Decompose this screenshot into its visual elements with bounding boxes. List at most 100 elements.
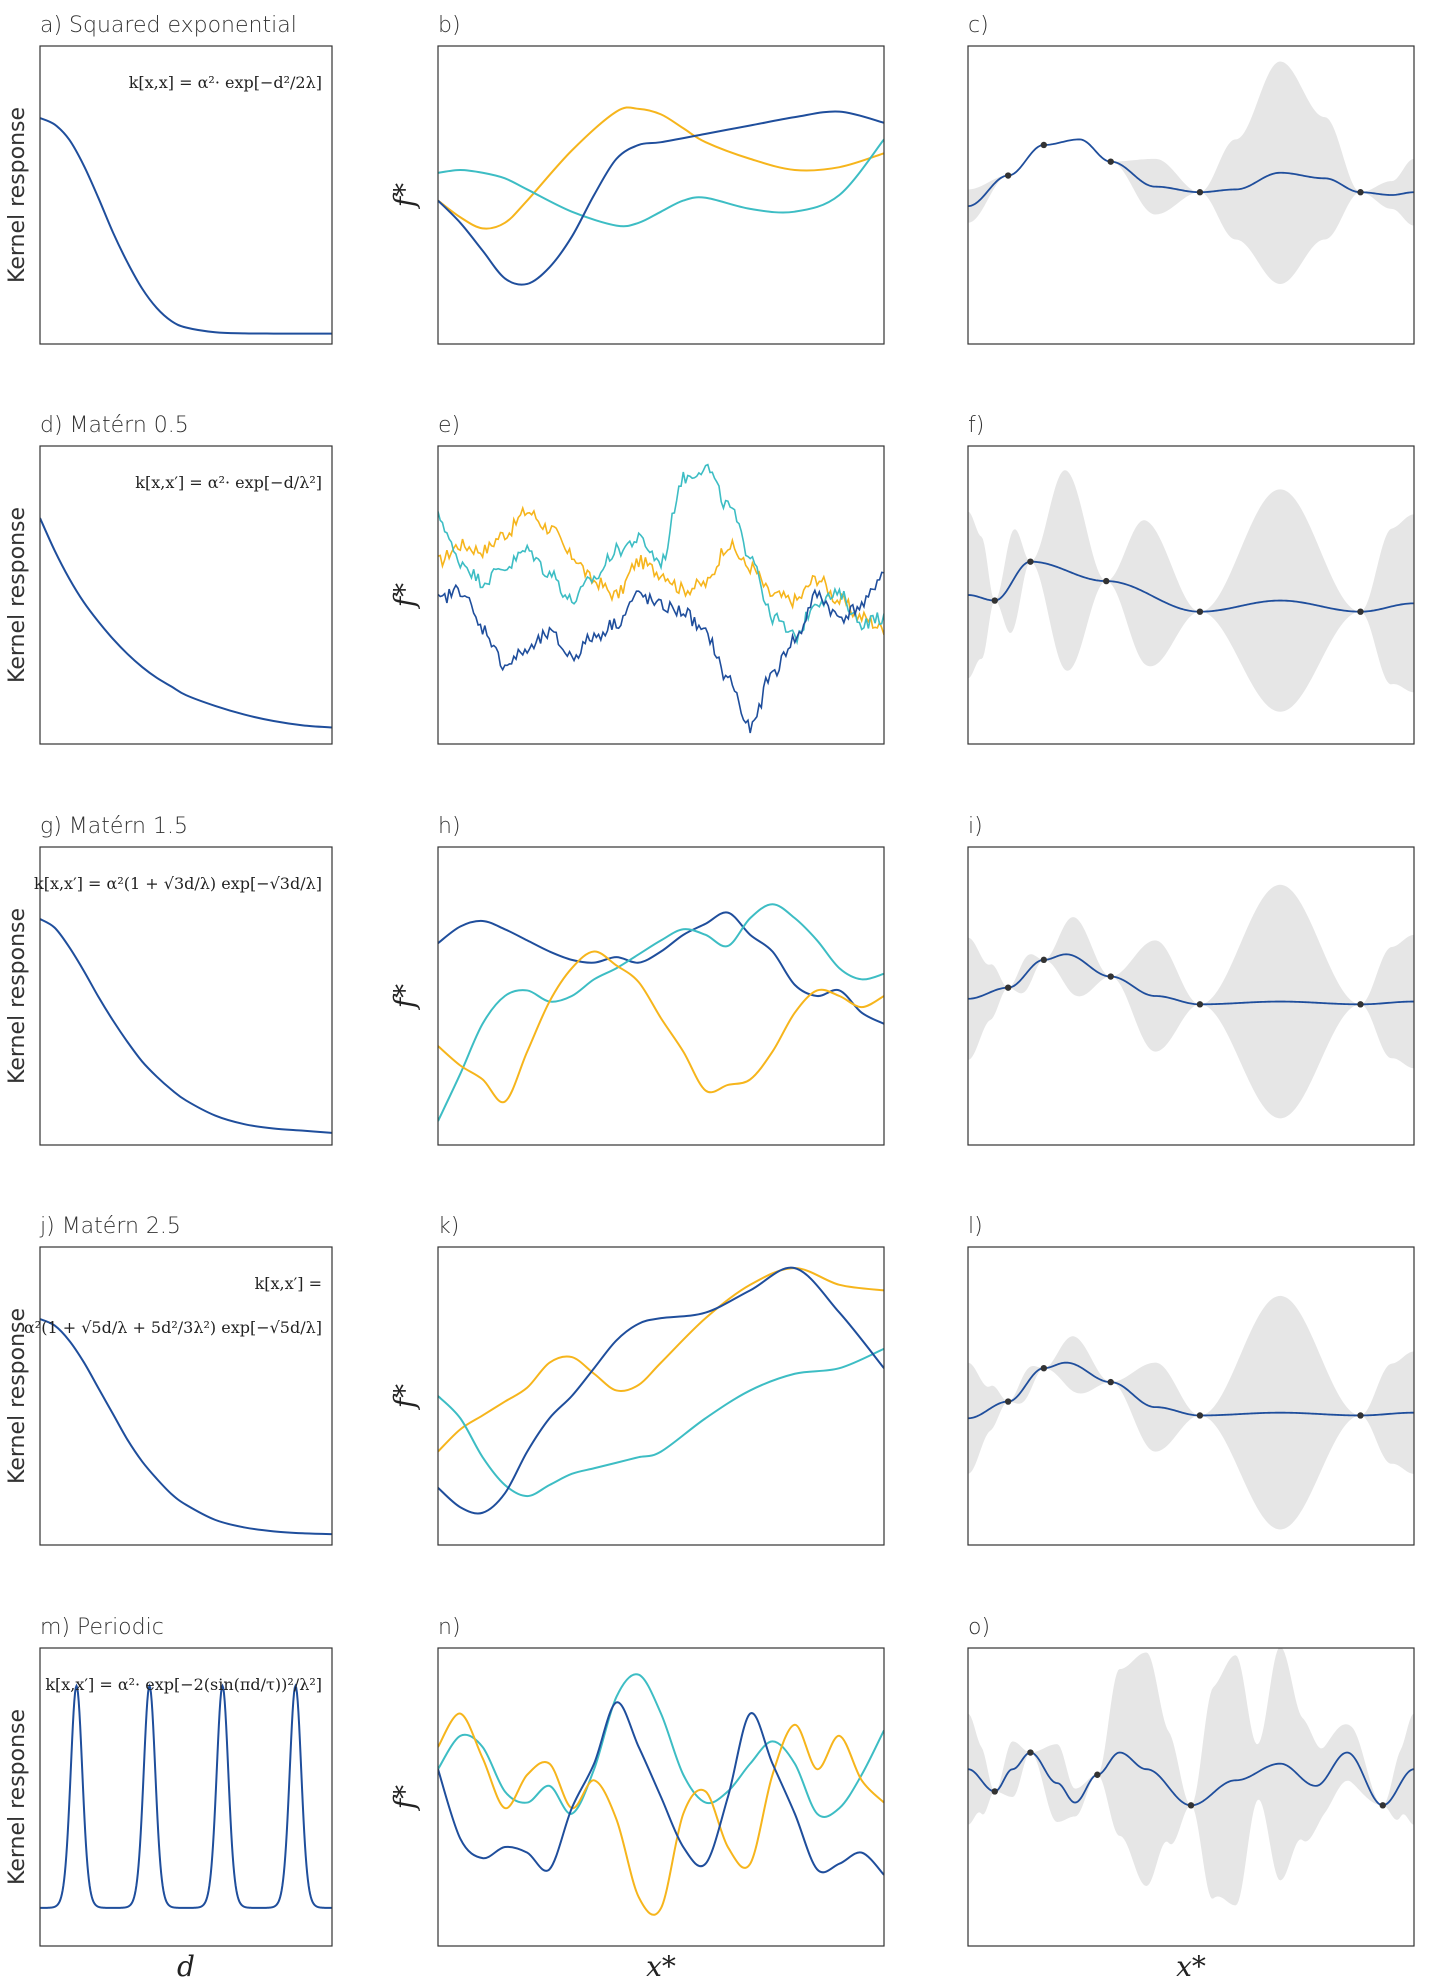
panel-frames bbox=[39, 45, 1415, 1947]
sample-curve-n-2 bbox=[438, 1701, 884, 1876]
panel-title-se-posterior: c) bbox=[968, 13, 989, 38]
panel-title-se-samples: b) bbox=[438, 13, 461, 38]
observation-point-i-2 bbox=[1107, 973, 1114, 980]
panel-title-per-samples: n) bbox=[438, 1615, 461, 1640]
xlabel-xstar-samples: x* bbox=[646, 1950, 676, 1983]
panel-frame-o bbox=[967, 1647, 1415, 1947]
ylabel-f-m25: f* bbox=[388, 1384, 421, 1410]
sample-curve-b-1 bbox=[438, 138, 884, 228]
labels: a) Squared exponential b) c) k[x,x] = α²· e… bbox=[5, 13, 1206, 1983]
panel-frame-d bbox=[39, 445, 333, 745]
ylabel-kernel-m15: Kernel response bbox=[5, 908, 30, 1084]
sample-curve-n-0 bbox=[438, 1673, 884, 1818]
observation-point-o-4 bbox=[1379, 1802, 1386, 1809]
panel-frame-k bbox=[437, 1246, 885, 1546]
ylabel-kernel-m05: Kernel response bbox=[5, 507, 30, 683]
panel-title-m25-kernel: j) Matérn 2.5 bbox=[39, 1214, 181, 1239]
panel-title-m15-samples: h) bbox=[438, 814, 461, 839]
sample-curve-n-1 bbox=[438, 1712, 884, 1916]
curves bbox=[40, 106, 1414, 1916]
observation-point-c-0 bbox=[1004, 172, 1012, 179]
observation-point-o-3 bbox=[1187, 1802, 1195, 1809]
uncertainty-band-f bbox=[968, 470, 1414, 712]
panel-title-m25-samples: k) bbox=[438, 1214, 459, 1239]
panel-title-se-kernel: a) Squared exponential bbox=[40, 13, 297, 38]
uncertainty-band-c bbox=[968, 61, 1414, 284]
observation-point-l-2 bbox=[1107, 1378, 1114, 1386]
panel-frame-b bbox=[437, 45, 885, 345]
panel-frame-c bbox=[967, 45, 1415, 345]
panel-frame-f bbox=[967, 445, 1415, 745]
uncertainty-band-i bbox=[968, 884, 1414, 1119]
observation-point-i-3 bbox=[1196, 1001, 1204, 1008]
kernel-curve-m bbox=[40, 1683, 332, 1909]
panel-title-per-kernel: m) Periodic bbox=[40, 1615, 164, 1640]
observation-point-i-0 bbox=[1004, 984, 1012, 991]
ylabel-f-m05: f* bbox=[388, 583, 421, 609]
ylabel-kernel-per: Kernel response bbox=[5, 1709, 30, 1885]
observation-point-l-3 bbox=[1196, 1412, 1204, 1419]
sample-curve-k-2 bbox=[438, 1266, 884, 1515]
observation-point-c-1 bbox=[1040, 141, 1048, 149]
sample-curve-k-0 bbox=[438, 1267, 884, 1453]
formula-se-0: k[x,x] = α²· exp[−d²/2λ] bbox=[129, 73, 322, 92]
panel-title-m05-posterior: f) bbox=[968, 413, 984, 438]
observation-points bbox=[991, 141, 1386, 1809]
observation-point-i-1 bbox=[1040, 956, 1048, 964]
uncertainty-band-o bbox=[968, 1648, 1414, 1906]
panel-frame-g bbox=[39, 846, 333, 1146]
panel-frame-i bbox=[967, 846, 1415, 1146]
observation-point-f-2 bbox=[1103, 577, 1110, 585]
ylabel-f-per: f* bbox=[388, 1785, 421, 1811]
panel-frame-l bbox=[967, 1246, 1415, 1546]
sample-curve-k-1 bbox=[438, 1347, 884, 1498]
kernel-curve-a bbox=[40, 117, 332, 335]
formula-m25-0: k[x,x′] = bbox=[255, 1274, 322, 1293]
panel-title-m25-posterior: l) bbox=[968, 1214, 983, 1239]
panel-title-m05-kernel: d) Matérn 0.5 bbox=[40, 413, 189, 438]
panel-title-m05-samples: e) bbox=[438, 413, 460, 438]
sample-curve-b-0 bbox=[438, 106, 884, 230]
observation-point-l-4 bbox=[1357, 1412, 1364, 1419]
panel-frame-h bbox=[437, 846, 885, 1146]
observation-point-f-4 bbox=[1357, 608, 1364, 615]
sample-curve-h-2 bbox=[438, 950, 884, 1104]
panel-frame-n bbox=[437, 1647, 885, 1947]
formula-m25-1: α²(1 + √5d/λ + 5d²/3λ²) exp[−√5d/λ] bbox=[24, 1318, 322, 1337]
xlabel-xstar-posterior: x* bbox=[1176, 1950, 1206, 1983]
ylabel-f-se: f* bbox=[388, 183, 421, 209]
observation-point-f-1 bbox=[1027, 558, 1034, 565]
sample-curve-e-0 bbox=[438, 505, 884, 636]
panel-frame-e bbox=[437, 445, 885, 745]
sample-curve-h-1 bbox=[438, 903, 884, 1122]
observation-point-f-3 bbox=[1196, 608, 1204, 615]
kernel-curve-d bbox=[40, 517, 332, 729]
observation-point-o-0 bbox=[991, 1788, 998, 1795]
observation-point-o-2 bbox=[1094, 1771, 1101, 1778]
sample-curve-e-1 bbox=[438, 463, 884, 646]
ylabel-kernel-m25: Kernel response bbox=[5, 1308, 30, 1484]
xlabel-d: d bbox=[177, 1950, 195, 1983]
observation-point-o-1 bbox=[1027, 1749, 1034, 1756]
observation-point-l-1 bbox=[1040, 1365, 1048, 1372]
posterior-bands bbox=[968, 61, 1414, 1906]
formula-per-0: k[x,x′] = α²· exp[−2(sin(πd/τ))²/λ²] bbox=[45, 1675, 322, 1694]
posterior-mean-f bbox=[968, 560, 1414, 613]
observation-point-i-4 bbox=[1357, 1001, 1364, 1008]
panel-frame-m bbox=[39, 1647, 333, 1947]
sample-curve-b-2 bbox=[438, 110, 884, 286]
sample-curve-h-0 bbox=[438, 911, 884, 1025]
observation-point-c-3 bbox=[1196, 189, 1204, 196]
panel-title-per-posterior: o) bbox=[968, 1615, 990, 1640]
observation-point-l-0 bbox=[1004, 1398, 1012, 1405]
formula-m05-0: k[x,x′] = α²· exp[−d/λ²] bbox=[135, 473, 322, 492]
kernel-curve-g bbox=[40, 918, 332, 1134]
observation-point-f-0 bbox=[991, 597, 998, 604]
panel-frame-a bbox=[39, 45, 333, 345]
observation-point-c-2 bbox=[1107, 158, 1114, 165]
observation-point-c-4 bbox=[1357, 189, 1364, 196]
kernel-curve-j bbox=[40, 1318, 332, 1536]
ylabel-kernel-se: Kernel response bbox=[5, 107, 30, 283]
formula-m15-0: k[x,x′] = α²(1 + √3d/λ) exp[−√3d/λ] bbox=[34, 874, 322, 893]
